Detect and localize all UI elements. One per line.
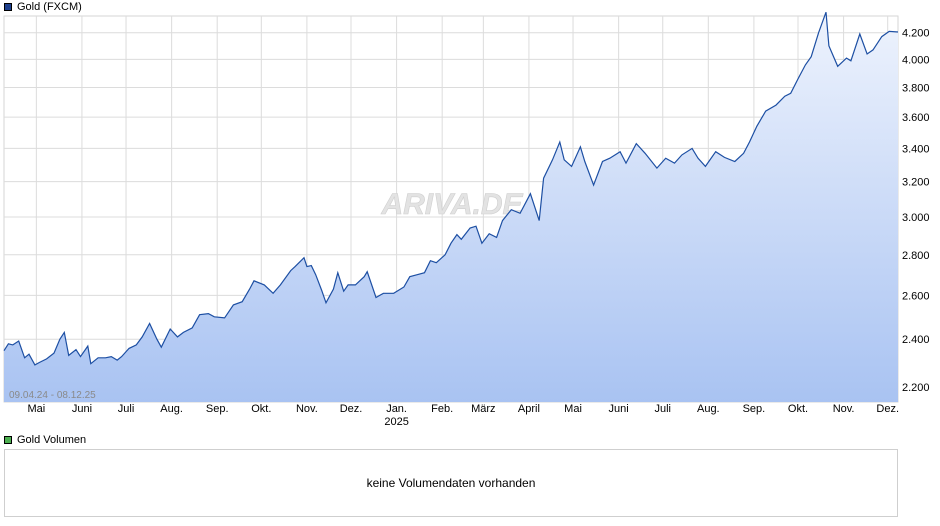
x-tick-label: Mai [27, 403, 45, 415]
x-tick-label: April [518, 403, 540, 415]
price-legend-swatch [4, 3, 12, 11]
x-tick-label: Juli [118, 403, 135, 415]
x-tick-label: Juni [609, 403, 629, 415]
x-tick-label: Nov. [833, 403, 855, 415]
volume-panel: keine Volumendaten vorhanden [4, 449, 898, 517]
x-tick-label: Feb. [431, 403, 453, 415]
x-tick-label: Aug. [160, 403, 183, 415]
x-tick-label: Dez. [876, 403, 899, 415]
date-range-label: 09.04.24 - 08.12.25 [9, 390, 96, 401]
volume-legend-label: Gold Volumen [17, 434, 87, 446]
y-tick-label: 3.200 [902, 177, 930, 189]
y-tick-label: 2.800 [902, 250, 930, 262]
y-tick-label: 3.800 [902, 83, 930, 95]
price-area [4, 12, 898, 402]
x-tick-label: Nov. [296, 403, 318, 415]
price-chart: ARIVA.DE 09.04.24 - 08.12.25 2.200 2.400 2… [3, 11, 930, 428]
volume-empty-message: keine Volumendaten vorhanden [366, 476, 536, 490]
y-tick-label: 3.000 [902, 212, 930, 224]
x-year-label: 2025 [384, 416, 408, 428]
y-tick-label: 2.600 [902, 290, 930, 302]
x-tick-label: Aug. [697, 403, 720, 415]
x-tick-label: Jan. [386, 403, 407, 415]
price-legend: Gold (FXCM) [4, 0, 82, 14]
price-line [3, 11, 899, 366]
x-tick-label: Okt. [788, 403, 808, 415]
y-tick-label: 3.400 [902, 143, 930, 155]
y-tick-label: 2.400 [902, 334, 930, 346]
y-tick-label: 4.200 [902, 28, 930, 40]
x-tick-label: Mai [564, 403, 582, 415]
x-tick-label: Okt. [251, 403, 271, 415]
watermark: ARIVA.DE [380, 188, 523, 221]
y-tick-label: 3.600 [902, 112, 930, 124]
price-legend-label: Gold (FXCM) [17, 1, 82, 13]
volume-legend-swatch [4, 436, 12, 444]
y-tick-label: 2.200 [902, 382, 930, 394]
x-tick-label: Dez. [340, 403, 363, 415]
y-tick-label: 4.000 [902, 54, 930, 66]
x-tick-label: März [471, 403, 495, 415]
volume-legend: Gold Volumen [4, 433, 86, 447]
x-tick-label: Juli [654, 403, 671, 415]
x-tick-label: Sep. [206, 403, 229, 415]
x-tick-label: Juni [72, 403, 92, 415]
x-tick-label: Sep. [743, 403, 766, 415]
